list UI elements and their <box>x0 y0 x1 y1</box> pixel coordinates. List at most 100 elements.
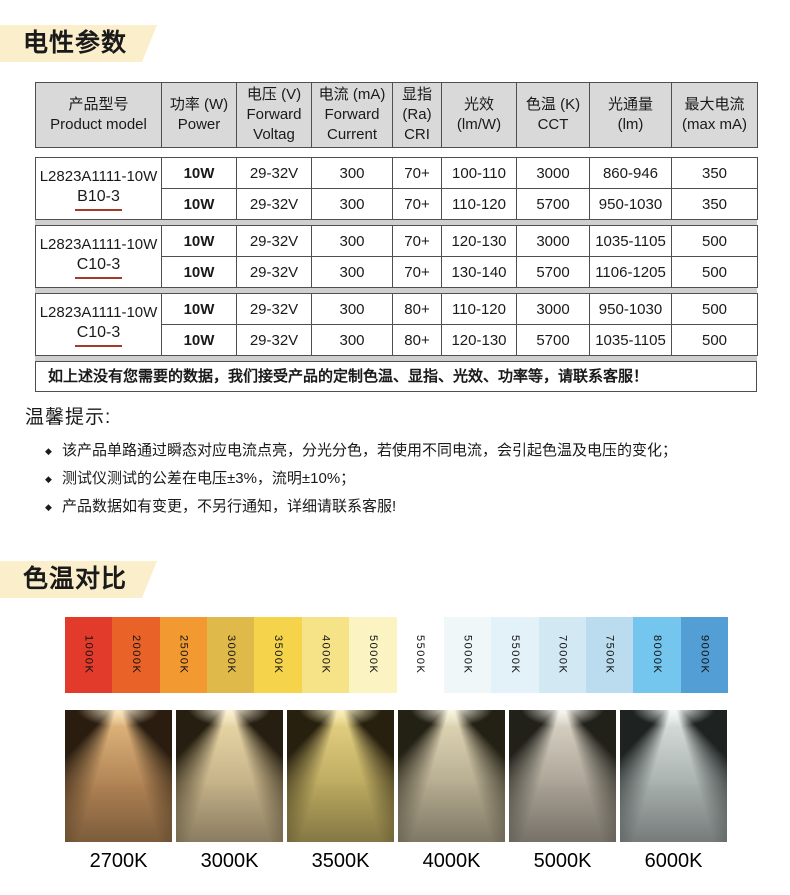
list-item: ◆ 该产品单路通过瞬态对应电流点亮，分光分色，若使用不同电流，会引起色温及电压的… <box>25 437 790 465</box>
spec-table-block-b10-3: L2823A1111-10W B10-3 10W 29-32V 300 70+ … <box>35 157 758 220</box>
cell-power: 10W <box>161 256 237 288</box>
beam-label: 2700K <box>89 850 148 872</box>
header-line: Current <box>326 125 378 143</box>
model-variant: C10-3 <box>36 255 161 280</box>
header-line: (lm) <box>617 116 644 133</box>
cct-swatch-5000k-cool: 5000K <box>443 617 492 693</box>
cell-cri: 70+ <box>392 256 442 288</box>
beam-label: 6000K <box>644 850 703 872</box>
cct-swatch-3000k: 3000K <box>207 617 255 693</box>
header-line: Power <box>177 116 221 133</box>
cct-swatch-2500k: 2500K <box>159 617 208 693</box>
header-line: CRI <box>404 125 430 143</box>
cell-current: 300 <box>311 324 393 356</box>
cct-swatch-1000k: 1000K <box>65 617 113 693</box>
section-title-cct-comparison: 色温对比 <box>0 561 157 598</box>
cct-swatch-4000k: 4000K <box>301 617 350 693</box>
list-item: ◆ 测试仪测试的公差在电压±3%，流明±10%； <box>25 465 790 493</box>
cell-max-current: 500 <box>671 256 758 288</box>
cell-max-current: 500 <box>671 293 758 325</box>
beam-label: 4000K <box>422 850 481 872</box>
header-line: Forward <box>324 106 380 124</box>
section-title-electrical-parameters: 电性参数 <box>0 25 157 62</box>
col-max-current: 最大电流 (max mA) <box>671 82 758 148</box>
tip-text: 产品数据如有变更，不另行通知，详细请联系客服! <box>62 498 397 515</box>
model-variant: C10-3 <box>36 323 161 348</box>
cell-efficacy: 120-130 <box>441 225 517 257</box>
cell-efficacy: 100-110 <box>441 157 517 189</box>
cell-cct: 3000 <box>516 157 590 189</box>
cct-swatch-3500k: 3500K <box>254 617 302 693</box>
swatch-label: 5500K <box>508 635 521 675</box>
cell-efficacy: 110-120 <box>441 293 517 325</box>
col-forward-voltage: 电压 (V) Forward Voltag <box>236 82 312 148</box>
product-model-cell: L2823A1111-10W C10-3 <box>35 225 162 288</box>
spec-table: 产品型号 Product model 功率 (W) Power 电压 (V) F… <box>35 82 758 392</box>
tip-text: 测试仪测试的公差在电压±3%，流明±10%； <box>62 470 356 487</box>
cell-power: 10W <box>161 157 237 189</box>
cell-cri: 70+ <box>392 157 442 189</box>
cell-flux: 950-1030 <box>589 293 672 325</box>
col-luminous-flux: 光通量 (lm) <box>589 82 672 148</box>
swatch-label: 3000K <box>224 635 237 675</box>
cell-power: 10W <box>161 324 237 356</box>
swatch-label: 8000K <box>650 635 663 675</box>
cell-voltage: 29-32V <box>236 293 312 325</box>
cell-cct: 5700 <box>516 324 590 356</box>
header-line: 功率 (W) <box>169 96 229 114</box>
beam-photo-6000k <box>620 710 727 842</box>
header-line: 最大电流 <box>684 96 745 114</box>
col-cct: 色温 (K) CCT <box>516 82 590 148</box>
product-spec-page: 电性参数 产品型号 Product model 功率 (W) Power 电压 … <box>0 0 790 873</box>
header-line: Voltag <box>253 125 295 143</box>
cct-swatch-5000k: 5000K <box>349 617 397 693</box>
model-code: L2823A1111-10W <box>39 303 158 321</box>
tip-text: 该产品单路通过瞬态对应电流点亮，分光分色，若使用不同电流，会引起色温及电压的变化… <box>62 442 678 459</box>
cell-voltage: 29-32V <box>236 157 312 189</box>
cct-swatch-9000k: 9000K <box>680 617 729 693</box>
header-line: (Ra) <box>402 106 432 124</box>
cct-swatch-7000k: 7000K <box>538 617 586 693</box>
cell-cct: 3000 <box>516 225 590 257</box>
model-code: L2823A1111-10W <box>39 167 158 185</box>
col-forward-current: 电流 (mA) Forward Current <box>311 82 393 148</box>
cell-flux: 1035-1105 <box>589 324 672 356</box>
swatch-label: 9000K <box>698 635 711 675</box>
cell-efficacy: 110-120 <box>441 188 517 220</box>
cell-flux: 860-946 <box>589 157 672 189</box>
cell-max-current: 500 <box>671 324 758 356</box>
spec-table-block-c10-3-70: L2823A1111-10W C10-3 10W 29-32V 300 70+ … <box>35 225 758 288</box>
beam-label-row: 2700K 3000K 3500K 4000K 5000K 6000K <box>65 849 727 873</box>
beam-photo-2700k <box>65 710 172 842</box>
beam-photo-5000k <box>509 710 616 842</box>
warm-tips-list: ◆ 该产品单路通过瞬态对应电流点亮，分光分色，若使用不同电流，会引起色温及电压的… <box>25 437 790 521</box>
header-line: 光通量 <box>607 96 653 114</box>
block-divider <box>35 220 757 225</box>
swatch-label: 1000K <box>82 635 95 675</box>
cell-voltage: 29-32V <box>236 324 312 356</box>
swatch-label: 5500K <box>414 635 427 675</box>
product-model-cell: L2823A1111-10W B10-3 <box>35 157 162 220</box>
cell-efficacy: 120-130 <box>441 324 517 356</box>
beam-photo-row <box>65 710 727 842</box>
header-line: 显指 <box>401 86 432 104</box>
product-model-cell: L2823A1111-10W C10-3 <box>35 293 162 356</box>
beam-label: 5000K <box>533 850 592 872</box>
diamond-bullet-icon: ◆ <box>45 474 52 484</box>
col-product-model: 产品型号 Product model <box>35 82 162 148</box>
beam-label: 3500K <box>311 850 370 872</box>
block-divider <box>35 288 757 293</box>
customization-note: 如上述没有您需要的数据，我们接受产品的定制色温、显指、光效、功率等，请联系客服！ <box>35 361 757 392</box>
spec-table-block-c10-3-80: L2823A1111-10W C10-3 10W 29-32V 300 80+ … <box>35 293 758 356</box>
cell-current: 300 <box>311 293 393 325</box>
spec-table-header: 产品型号 Product model 功率 (W) Power 电压 (V) F… <box>35 82 758 148</box>
list-item: ◆ 产品数据如有变更，不另行通知，详细请联系客服! <box>25 493 790 521</box>
beam-photo-3000k <box>176 710 283 842</box>
table-row: 10W 29-32V 300 70+ 130-140 5700 1106-120… <box>36 256 758 288</box>
swatch-label: 4000K <box>319 635 332 675</box>
cct-swatch-7500k: 7500K <box>585 617 634 693</box>
header-line: (max mA) <box>682 116 747 133</box>
table-row: L2823A1111-10W C10-3 10W 29-32V 300 80+ … <box>35 293 758 356</box>
cell-current: 300 <box>311 188 393 220</box>
col-cri: 显指 (Ra) CRI <box>392 82 442 148</box>
